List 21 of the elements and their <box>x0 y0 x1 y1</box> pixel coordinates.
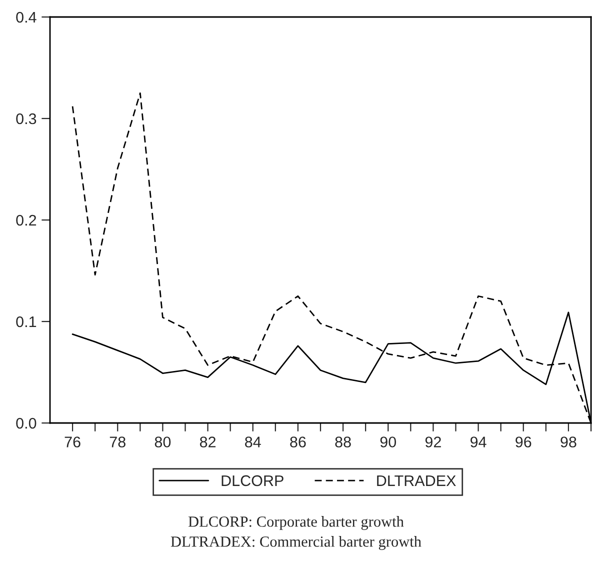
y-tick-label: 0.2 <box>16 214 36 226</box>
x-tick-label: 78 <box>110 436 126 448</box>
x-tick-label: 86 <box>290 436 306 448</box>
x-tick-label: 84 <box>245 436 261 448</box>
y-tick-label: 0.0 <box>16 418 36 429</box>
x-tick-label: 92 <box>425 436 441 448</box>
x-tick-label: 98 <box>560 436 576 448</box>
y-tick-label: 0.1 <box>16 316 36 328</box>
text: DLTRADEX: Commercial barter growth <box>170 536 422 550</box>
text: DLCORP: Corporate barter growth <box>188 516 404 530</box>
x-tick-label: 96 <box>516 436 532 448</box>
x-tick-label: 76 <box>64 436 80 448</box>
legend-label: DLCORP <box>222 475 284 486</box>
x-tick-label: 80 <box>154 436 171 448</box>
x-tick-label: 82 <box>200 436 216 448</box>
legend-label: DLTRADEX <box>377 475 456 486</box>
x-tick-label: 94 <box>470 436 486 448</box>
x-tick-label: 88 <box>335 436 351 448</box>
x-tick-label: 90 <box>380 436 396 448</box>
y-tick-label: 0.3 <box>16 113 36 124</box>
y-tick-label: 0.4 <box>16 12 36 23</box>
